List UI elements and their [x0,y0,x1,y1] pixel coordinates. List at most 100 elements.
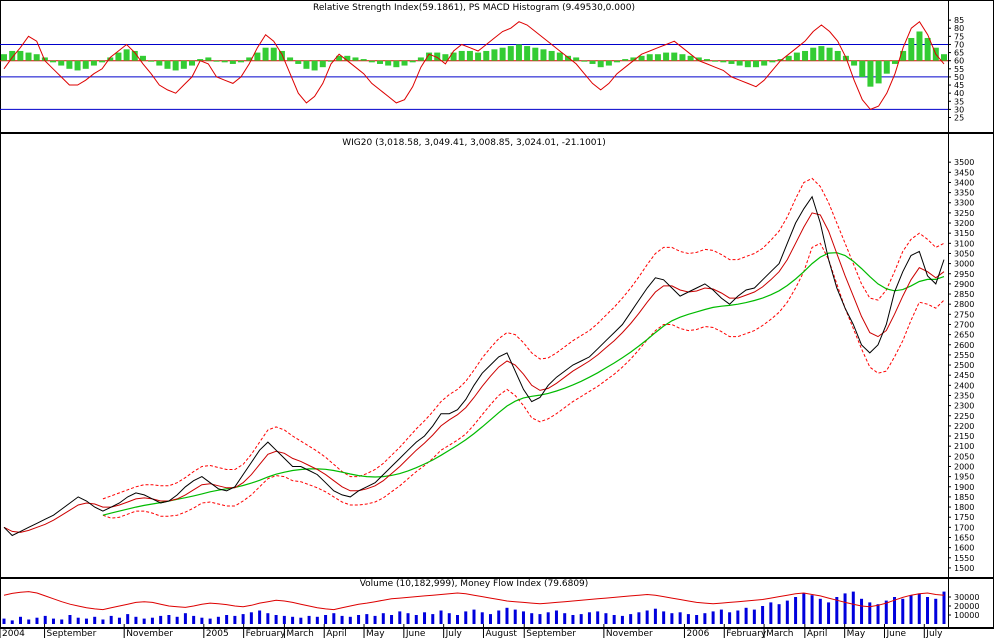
y-tick-label: 2450 [954,371,974,380]
volume-panel: Volume (10,182,999), Money Flow Index (7… [2,579,979,624]
histogram-bar [426,52,433,61]
histogram-bar [123,49,130,61]
volume-bar [818,598,822,624]
y-tick-label: 30000 [954,593,979,602]
histogram-bar [540,49,547,61]
y-tick-label: 10000 [954,611,979,620]
histogram-bar [712,60,719,62]
x-tick-label: February [726,629,767,638]
volume-bar [521,611,525,624]
histogram-bar [589,60,596,64]
histogram-bar [859,60,866,77]
volume-bar [150,617,154,624]
x-tick-label: July [925,629,943,638]
histogram-bar [385,60,392,66]
y-tick-label: 80 [954,24,964,33]
histogram-bar [50,60,57,63]
volume-bar [348,616,352,624]
volume-bar [934,598,938,624]
volume-bar [719,609,723,624]
histogram-bar [189,60,195,66]
volume-bar [249,612,253,624]
y-tick-label: 2750 [954,310,974,319]
volume-bar [513,609,517,624]
histogram-bar [924,37,931,61]
y-tick-label: 3200 [954,219,974,228]
y-tick-label: 1550 [954,554,974,563]
volume-bar [827,602,831,624]
histogram-bar [115,52,122,61]
histogram-bar [916,31,923,61]
histogram-bar [17,50,24,61]
histogram-bar [466,50,473,61]
y-tick-label: 1500 [954,564,974,573]
histogram-bar [393,60,400,68]
volume-bar [563,613,567,624]
volume-bar [447,613,451,624]
volume-bar [711,611,715,624]
volume-bar [27,619,31,624]
y-tick-label: 35 [954,97,964,106]
volume-bar [695,615,699,624]
y-tick-label: 2100 [954,442,974,451]
panel-frame [0,133,994,578]
x-tick-label: 2004 [2,629,25,638]
histogram-bar [826,47,833,61]
y-tick-label: 2500 [954,361,974,370]
panel-title: Volume (10,182,999), Money Flow Index (7… [360,579,589,589]
volume-bar [18,616,22,624]
x-tick-label: November [126,629,173,638]
y-tick-label: 2900 [954,280,974,289]
volume-bar [175,616,179,624]
volume-bar [456,615,460,624]
volume-bar [208,618,212,624]
x-tick-label: May [366,629,385,638]
histogram-bar [1,54,7,61]
histogram-bar [66,60,73,69]
volume-bar [761,606,765,624]
volume-bar [843,593,847,624]
volume-bar [538,614,542,624]
volume-bar [159,615,163,624]
volume-bar [620,615,624,624]
histogram-bar [9,50,16,61]
volume-bar [744,607,748,624]
volume-bar [670,613,674,624]
volume-bar [893,597,897,624]
volume-bar [332,613,336,624]
y-tick-label: 65 [954,49,964,58]
histogram-bar [793,52,800,61]
price-panel: WIG20 (3,018.58, 3,049.41, 3,008.85, 3,0… [3,138,974,573]
volume-bar [340,615,344,624]
volume-bar [390,615,394,624]
histogram-bar [450,52,457,61]
x-tick-label: June [885,629,906,638]
y-tick-label: 75 [954,32,964,41]
y-tick-label: 1600 [954,544,974,553]
y-tick-label: 45 [954,81,964,90]
histogram-bar [703,59,710,61]
volume-bar [101,619,105,624]
histogram-bar [851,60,858,66]
rsi-panel: Relative Strength Index(59.1861), PS MAC… [0,3,964,123]
y-tick-label: 2200 [954,422,974,431]
histogram-bar [687,55,694,61]
histogram-bar [148,60,155,62]
histogram-bar [278,50,285,61]
histogram-bar [736,60,743,66]
volume-bar [200,617,204,624]
histogram-bar [270,47,277,61]
histogram-bar [556,52,563,61]
histogram-bar [597,60,604,68]
volume-bar [488,614,492,624]
volume-bar [266,613,270,624]
y-tick-label: 3250 [954,209,974,218]
volume-bar [926,597,930,624]
x-tick-label: February [246,629,287,638]
volume-bar [315,616,319,624]
y-tick-label: 55 [954,65,964,74]
histogram-bar [401,60,408,66]
histogram-bar [663,52,670,61]
histogram-bar [368,60,375,63]
histogram-bar [630,57,637,61]
